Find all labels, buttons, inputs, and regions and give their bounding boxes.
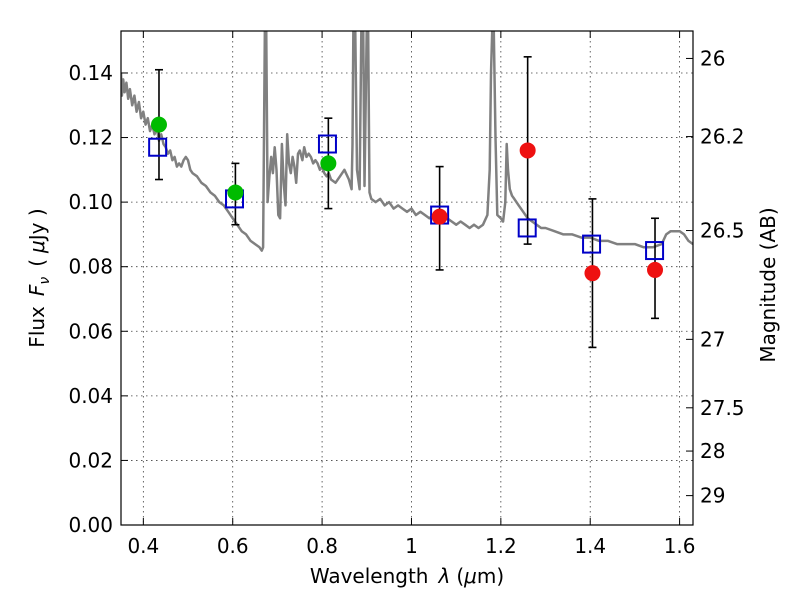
model-photometry-square xyxy=(317,134,337,154)
observed-flux-point xyxy=(519,142,536,159)
grid xyxy=(121,31,693,526)
y-axis-title-symbol: F xyxy=(25,284,49,296)
y-tick-label: 0.04 xyxy=(68,384,113,408)
plot-background xyxy=(121,31,693,525)
model-photometry-square xyxy=(582,234,602,254)
x-tick-label: 1.2 xyxy=(485,534,517,558)
x-tick-label: 0.8 xyxy=(306,534,338,558)
observed-flux-point xyxy=(584,265,601,282)
y2-tick-label: 26.2 xyxy=(700,125,745,149)
observed-flux-point xyxy=(320,155,337,172)
y2-tick-label: 27 xyxy=(700,327,725,351)
ticks: 0.4 0.6 0.8 1 1.2 1.4 1.6 0.00 0.02 0.04 0.06 0.08 0… xyxy=(68,31,745,558)
y-axis-title-text: Flux xyxy=(25,306,49,348)
y-axis-title-unit-mu: μ xyxy=(25,240,49,254)
y2-tick-label: 26 xyxy=(700,46,725,70)
plot-frame xyxy=(120,30,694,526)
x-tick-label: 0.4 xyxy=(127,534,159,558)
x-axis-title-unit-rest: m) xyxy=(477,564,504,588)
x-tick-label: 1.6 xyxy=(664,534,696,558)
y-tick-label: 0.02 xyxy=(68,448,113,472)
data-series xyxy=(121,31,693,349)
y-tick-label: 0.14 xyxy=(68,61,113,85)
y-tick-label: 0.00 xyxy=(68,513,113,537)
observed-flux-point xyxy=(150,116,167,133)
y2-axis-title: Magnitude (AB) xyxy=(756,207,780,362)
y2-tick-label: 29 xyxy=(700,484,725,508)
x-axis-title-symbol: λ xyxy=(437,564,450,588)
y2-tick-label: 27.5 xyxy=(700,396,745,420)
x-axis-title: Wavelength λ (μm) xyxy=(310,564,504,588)
y-axis-title-unit-rest: Jy ) xyxy=(25,208,49,242)
observed-flux-point xyxy=(431,208,448,225)
x-axis-title-text: Wavelength xyxy=(310,564,429,588)
observed-flux-point xyxy=(647,261,664,278)
y-tick-label: 0.06 xyxy=(68,319,113,343)
y-axis-title: Flux Fν ( μJy ) xyxy=(25,208,53,347)
y2-tick-label: 26.5 xyxy=(700,219,745,243)
observed-flux-point xyxy=(227,184,244,201)
y2-tick-label: 28 xyxy=(700,439,725,463)
x-axis-title-unit-mu: μ xyxy=(463,564,477,588)
y-axis-title-unit-open: ( xyxy=(25,259,49,267)
x-axis-title-unit-open: ( xyxy=(456,564,464,588)
model-photometry-square xyxy=(517,218,537,238)
y-tick-label: 0.08 xyxy=(68,255,113,279)
y-tick-label: 0.10 xyxy=(68,190,113,214)
model-photometry-square xyxy=(148,137,168,157)
x-tick-label: 1 xyxy=(405,534,418,558)
x-tick-label: 1.4 xyxy=(574,534,606,558)
x-tick-label: 0.6 xyxy=(217,534,249,558)
y-tick-label: 0.12 xyxy=(68,126,113,150)
model-photometry-square xyxy=(645,241,665,261)
y-axis-title-subscript: ν xyxy=(37,277,53,285)
